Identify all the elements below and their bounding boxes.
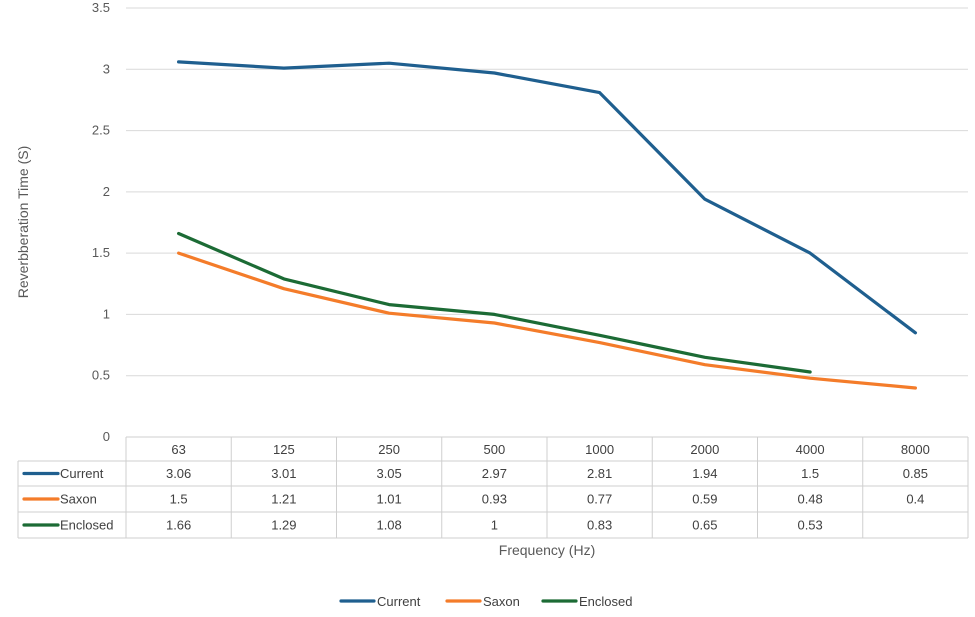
data-label: 3.05 [376,466,401,481]
data-label: 0.85 [903,466,928,481]
data-point-saxon [387,312,391,315]
y-tick-label: 3 [103,61,110,76]
legend-label: Saxon [483,594,520,609]
data-point-saxon [703,363,707,366]
data-label: 3.01 [271,466,296,481]
data-table: 63 125 250 500 1000 2000 4000 8000 Current 3.06 3.… [17,436,969,539]
data-label: 0.93 [482,492,507,507]
gridlines [126,7,968,438]
data-label: 0.4 [906,492,924,507]
legend-label: Enclosed [579,594,632,609]
x-tick-label: 8000 [901,442,930,457]
data-label: 3.06 [166,466,191,481]
data-point-current [598,91,601,94]
data-point-enclosed [808,370,812,374]
y-tick-label: 1 [103,306,110,321]
x-tick-label: 250 [378,442,400,457]
data-point-enclosed [493,313,496,316]
y-axis-ticks: 0 0.5 1 1.5 2 2.5 3 3.5 [92,0,110,444]
x-tick-label: 63 [171,442,185,457]
y-tick-label: 3.5 [92,0,110,15]
data-label: 0.65 [692,518,717,533]
data-point-enclosed [177,232,180,235]
data-label: 1.21 [271,492,296,507]
data-point-current [493,71,496,75]
table-row-label: Saxon [60,492,97,507]
series-line-enclosed [177,231,812,374]
data-point-saxon [598,341,601,344]
data-label: 1.5 [170,492,188,507]
table-row-label: Enclosed [60,518,113,533]
table-row-label: Current [60,466,104,481]
x-tick-label: 500 [484,442,506,457]
data-label: 2.97 [482,466,507,481]
data-label: 1.08 [376,518,401,533]
series-line-current [177,60,917,335]
y-tick-label: 2 [103,184,110,199]
y-tick-label: 1.5 [92,245,110,260]
y-tick-label: 0.5 [92,368,110,383]
x-axis-title: Frequency (Hz) [499,542,595,558]
data-point-current [703,198,707,201]
data-point-enclosed [703,356,707,359]
data-point-current [282,66,286,70]
data-label: 1.5 [801,466,819,481]
data-point-enclosed [282,277,286,281]
data-point-saxon [914,386,917,390]
legend-label: Current [377,594,421,609]
data-label: 0.53 [797,518,822,533]
x-tick-label: 125 [273,442,295,457]
series-lines [177,60,917,390]
data-point-current [387,61,391,65]
data-label: 1.29 [271,518,296,533]
data-label: 1.94 [692,466,717,481]
data-point-current [914,331,917,335]
data-point-saxon [808,376,812,380]
data-point-enclosed [387,303,391,306]
legend: Current Saxon Enclosed [339,594,632,609]
data-point-current [177,60,180,64]
y-axis-title: Reverbberation Time (S) [15,146,31,299]
data-label: 1 [491,518,498,533]
y-tick-label: 0 [103,429,110,444]
data-point-saxon [493,321,496,325]
data-point-saxon [282,287,286,290]
data-label: 0.59 [692,492,717,507]
data-label: 0.48 [797,492,822,507]
data-point-current [808,251,812,255]
data-label: 0.83 [587,518,612,533]
data-label: 1.66 [166,518,191,533]
x-tick-label: 1000 [585,442,614,457]
data-point-saxon [177,251,180,255]
data-point-enclosed [598,334,601,337]
x-tick-label: 4000 [796,442,825,457]
x-tick-label: 2000 [690,442,719,457]
data-label: 1.01 [376,492,401,507]
data-label: 2.81 [587,466,612,481]
data-label: 0.77 [587,492,612,507]
y-tick-label: 2.5 [92,123,110,138]
series-line-saxon [177,251,917,390]
